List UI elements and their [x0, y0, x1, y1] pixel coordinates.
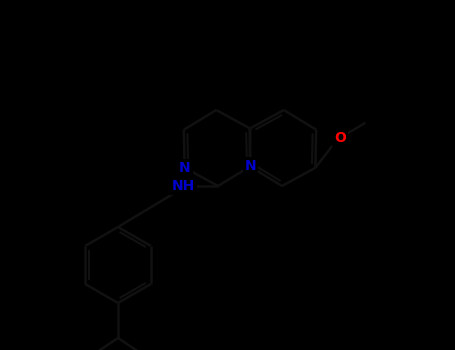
- Text: NH: NH: [172, 179, 195, 193]
- Text: N: N: [179, 161, 191, 175]
- Text: N: N: [245, 159, 256, 173]
- Text: O: O: [334, 131, 346, 145]
